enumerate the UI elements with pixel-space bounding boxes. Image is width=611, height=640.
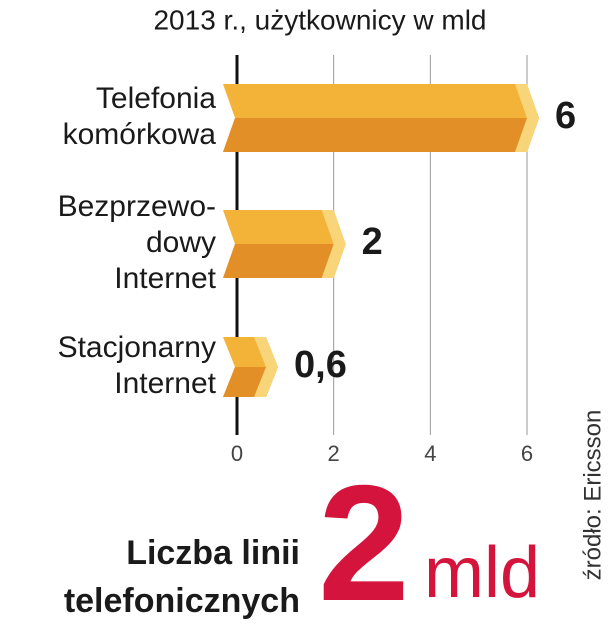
- y-tick-label: dowy: [146, 226, 216, 259]
- bar-cap: [515, 84, 539, 152]
- value-label: 2: [362, 221, 383, 263]
- headline-value: 2: [318, 451, 410, 635]
- headline-label: Liczba linii: [126, 534, 300, 572]
- x-tick-label: 4: [424, 441, 436, 466]
- y-tick-label: Internet: [114, 262, 216, 295]
- value-label: 6: [555, 95, 576, 137]
- y-tick-label: Stacjonarny: [58, 331, 216, 364]
- bar-cap: [321, 210, 346, 278]
- bar-cap: [254, 337, 278, 397]
- headline-label: telefonicznych: [64, 582, 300, 620]
- bar-shade: [223, 244, 346, 278]
- headline-unit: mld: [424, 533, 540, 613]
- y-tick-label: komórkowa: [63, 118, 217, 151]
- bar-shade: [223, 118, 539, 152]
- x-tick-label: 0: [231, 441, 243, 466]
- x-tick-label: 2: [328, 441, 340, 466]
- x-tick-label: 6: [521, 441, 533, 466]
- value-label: 0,6: [294, 344, 347, 386]
- y-tick-label: Bezprzewo-: [58, 190, 216, 223]
- chart-subtitle: 2013 r., użytkownicy w mld: [153, 4, 486, 35]
- source: źródło: Ericsson: [579, 410, 606, 581]
- y-tick-label: Internet: [114, 367, 216, 400]
- y-tick-label: Telefonia: [96, 82, 216, 115]
